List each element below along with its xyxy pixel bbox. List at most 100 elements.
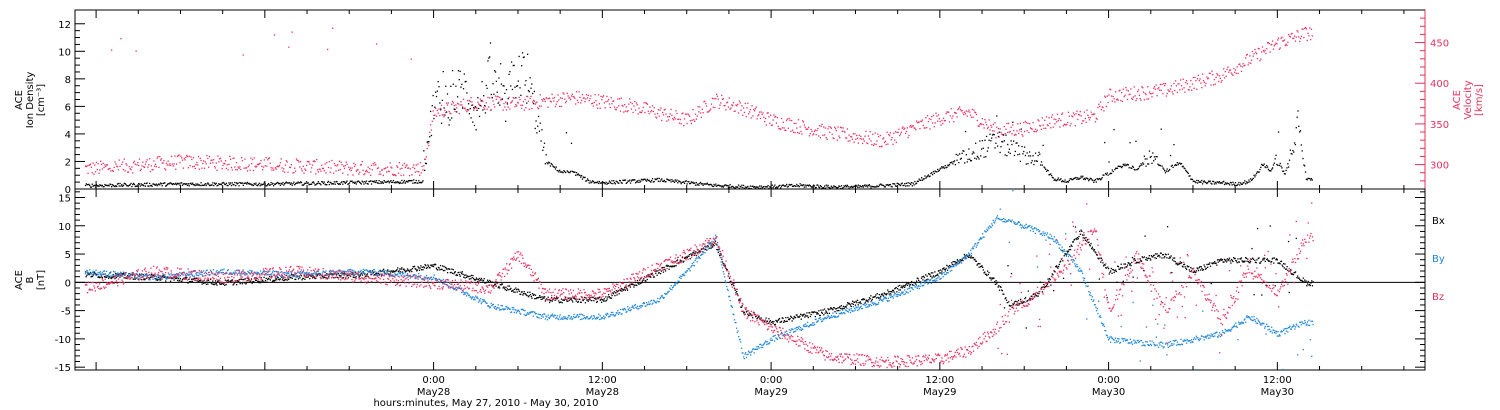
velocity-point — [783, 127, 785, 129]
velocity-point — [319, 168, 321, 170]
bx-point — [908, 283, 910, 285]
velocity-point — [452, 102, 455, 104]
velocity-point — [398, 162, 401, 164]
density-point — [853, 185, 855, 187]
velocity-point — [351, 167, 353, 169]
velocity-point — [273, 34, 276, 36]
density-point — [744, 186, 746, 188]
bx-point — [968, 254, 970, 256]
bx-point — [254, 277, 256, 279]
velocity-point — [574, 97, 576, 99]
bx-point — [867, 301, 869, 303]
bx-point — [1001, 289, 1003, 291]
density-point — [459, 70, 461, 73]
velocity-point — [499, 96, 501, 99]
velocity-point — [303, 172, 305, 174]
bx-point — [605, 296, 607, 298]
density-point — [333, 181, 336, 183]
bx-point — [1244, 260, 1246, 262]
bx-point — [690, 253, 692, 255]
bx-point — [804, 316, 806, 318]
density-point — [100, 184, 102, 186]
bx-point — [934, 271, 936, 273]
velocity-point — [270, 167, 272, 169]
density-point — [872, 186, 875, 188]
density-point — [1041, 164, 1043, 166]
bx-point — [498, 285, 500, 288]
bx-point — [562, 299, 565, 301]
density-point — [324, 183, 326, 185]
density-point — [202, 184, 204, 186]
velocity-point — [721, 94, 723, 97]
density-point — [403, 179, 406, 182]
bx-point — [272, 279, 274, 282]
bx-point — [344, 273, 346, 275]
velocity-point — [202, 162, 204, 165]
velocity-point — [435, 115, 438, 117]
density-point — [263, 181, 266, 184]
bx-point — [158, 279, 160, 281]
bx-point — [606, 298, 608, 300]
density-point — [726, 185, 728, 187]
density-point — [694, 182, 696, 184]
velocity-point — [857, 142, 860, 144]
velocity-point — [1152, 92, 1154, 94]
density-point — [104, 183, 106, 186]
density-point — [759, 185, 761, 187]
bx-point — [285, 279, 287, 281]
velocity-point — [473, 108, 476, 110]
density-point — [342, 183, 344, 185]
bx-point — [836, 310, 838, 312]
density-point — [633, 179, 635, 181]
density-point — [822, 186, 824, 189]
density-point — [704, 183, 706, 185]
bx-point — [996, 281, 999, 283]
density-point — [1235, 184, 1238, 187]
bx-point — [498, 287, 501, 289]
velocity-point — [750, 117, 752, 119]
bx-point — [207, 283, 209, 285]
bx-point — [518, 290, 520, 293]
bx-point — [527, 296, 530, 298]
density-point — [312, 181, 314, 183]
density-point — [894, 183, 896, 185]
bx-point — [297, 278, 300, 280]
density-point — [132, 183, 134, 186]
density-point — [327, 181, 329, 183]
density-point — [709, 183, 711, 186]
bx-point — [174, 277, 177, 280]
velocity-point — [932, 114, 935, 117]
density-point — [1017, 154, 1019, 156]
density-point — [611, 180, 613, 182]
density-point — [918, 178, 920, 180]
bx-point — [110, 277, 113, 280]
bx-point — [401, 267, 403, 269]
bx-point — [456, 274, 459, 277]
density-point — [546, 162, 548, 164]
bx-point — [802, 315, 804, 317]
velocity-point — [637, 113, 639, 115]
density-point — [990, 140, 992, 142]
density-point — [321, 180, 323, 183]
velocity-point — [327, 166, 330, 169]
bx-point — [1296, 277, 1298, 279]
velocity-point — [765, 124, 768, 126]
bx-point — [453, 271, 456, 274]
bx-point — [1009, 305, 1011, 307]
velocity-point — [942, 117, 945, 119]
bx-point — [970, 255, 973, 257]
velocity-point — [403, 162, 406, 165]
bx-point — [1002, 293, 1004, 295]
velocity-point — [305, 169, 307, 172]
x-tick-label-time: 0:00 — [422, 375, 444, 386]
velocity-point — [494, 106, 496, 108]
by-point — [120, 273, 123, 275]
velocity-point — [1150, 93, 1152, 95]
density-point — [1163, 168, 1165, 170]
bx-point — [369, 270, 371, 272]
bx-point — [984, 273, 987, 275]
velocity-point — [354, 165, 356, 168]
velocity-point — [534, 103, 536, 105]
density-point — [186, 184, 189, 187]
bx-point — [817, 313, 819, 315]
